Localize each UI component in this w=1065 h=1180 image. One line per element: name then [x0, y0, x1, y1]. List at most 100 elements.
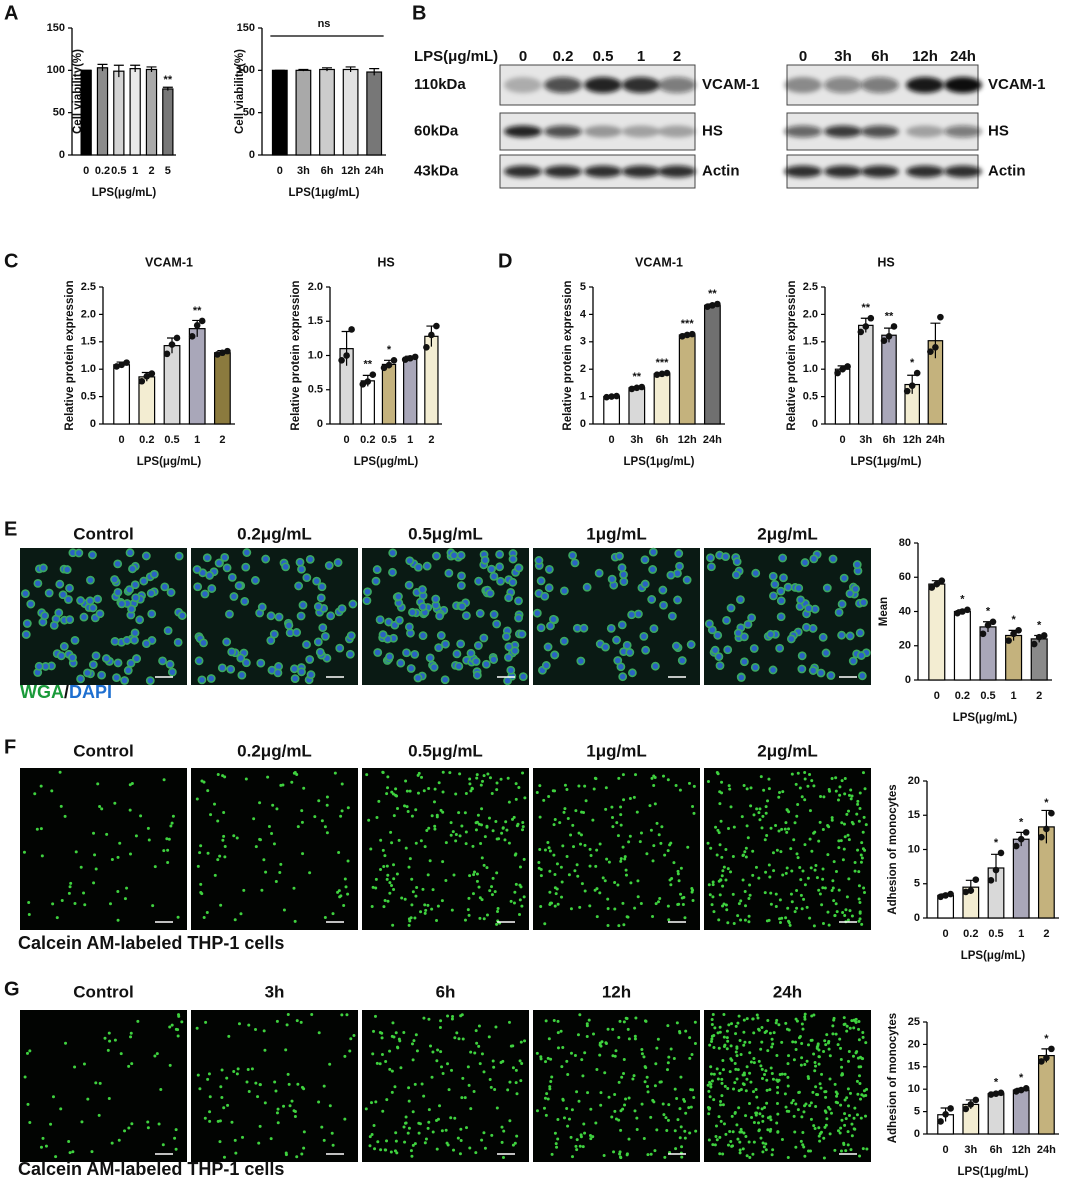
blot-band: [906, 125, 944, 138]
cell: [474, 1029, 478, 1033]
cell: [466, 908, 470, 912]
cell: [403, 1140, 407, 1144]
cell: [760, 1040, 764, 1044]
cell: [439, 808, 443, 812]
bar: [953, 610, 971, 681]
cell: [256, 658, 266, 668]
x-axis-label: LPS(1μg/mL): [958, 1166, 1029, 1178]
cell: [845, 589, 855, 599]
cell: [834, 1032, 838, 1036]
cell: [131, 593, 141, 603]
cell: [565, 1107, 569, 1111]
cell: [779, 850, 783, 854]
cell: [33, 792, 37, 796]
cell: [744, 1114, 748, 1118]
cell: [739, 657, 749, 667]
cell: [322, 1138, 326, 1142]
cell: [573, 1053, 577, 1057]
cell: [794, 1048, 798, 1052]
cell: [777, 829, 781, 833]
cell: [843, 913, 847, 917]
data-point: [173, 334, 181, 342]
cell: [446, 1014, 450, 1018]
cell: [742, 783, 746, 787]
y-tick-label: 0: [580, 418, 586, 430]
cell: [765, 1078, 769, 1082]
cell: [444, 841, 448, 845]
cell: [765, 834, 769, 838]
cell: [739, 918, 743, 922]
cell: [508, 1119, 512, 1123]
cell: [236, 1067, 240, 1071]
cell: [227, 647, 237, 657]
cell: [475, 1041, 479, 1045]
cell: [482, 1131, 486, 1135]
cell: [441, 770, 445, 774]
blot-band: [504, 77, 542, 93]
cell: [627, 610, 637, 620]
cell: [207, 1072, 211, 1076]
cell: [594, 568, 604, 578]
cell: [394, 1139, 398, 1143]
cell: [726, 603, 736, 613]
cell: [687, 781, 691, 785]
cell: [775, 1053, 779, 1057]
caption-part: DAPI: [69, 682, 112, 702]
significance: *: [1044, 1033, 1049, 1045]
cell: [500, 831, 504, 835]
cell: [679, 1125, 683, 1129]
cell: [73, 1065, 77, 1069]
x-tick-label: 2: [148, 165, 154, 177]
cell: [848, 909, 852, 913]
data-point: [937, 313, 944, 321]
cell: [861, 1147, 865, 1151]
cell: [127, 604, 136, 614]
x-tick-label: 2: [219, 434, 225, 446]
cell: [843, 1123, 847, 1127]
cell: [667, 611, 677, 621]
cell: [88, 660, 98, 670]
cell: [736, 1137, 740, 1141]
cell: [543, 922, 547, 926]
significance: **: [364, 359, 373, 371]
cell: [558, 821, 562, 825]
cell: [577, 1099, 581, 1103]
bar: [96, 67, 109, 156]
cell: [717, 918, 721, 922]
cell: [495, 549, 505, 559]
data-point: [688, 330, 696, 338]
x-tick-label: 1: [407, 434, 413, 446]
cell: [594, 1121, 598, 1125]
cell: [710, 1079, 714, 1083]
data-point: [364, 378, 372, 385]
cell: [852, 1026, 856, 1030]
cell: [859, 598, 868, 607]
cell: [385, 1139, 389, 1143]
cell: [743, 890, 747, 894]
y-tick-label: 0.5: [308, 384, 323, 396]
cell: [844, 1117, 848, 1121]
cell: [469, 789, 473, 793]
cell: [769, 1066, 773, 1070]
cell: [73, 902, 77, 906]
cell: [478, 916, 482, 920]
data-point: [188, 333, 196, 340]
cell: [294, 581, 304, 591]
cell: [652, 783, 656, 787]
cell: [770, 1153, 774, 1157]
cell: [642, 1136, 646, 1140]
cell: [793, 910, 797, 914]
cell: [769, 902, 773, 906]
error-bar: [113, 64, 124, 78]
cell: [719, 1119, 723, 1123]
cell: [733, 1061, 737, 1065]
cell: [767, 777, 771, 781]
cell: [846, 833, 850, 837]
cell: [196, 864, 200, 868]
cell: [296, 825, 300, 829]
cell: [735, 1123, 739, 1127]
cell: [130, 1122, 134, 1126]
cell: [850, 1122, 854, 1126]
x-tick-label: 6h: [321, 165, 334, 177]
cell: [413, 562, 423, 572]
